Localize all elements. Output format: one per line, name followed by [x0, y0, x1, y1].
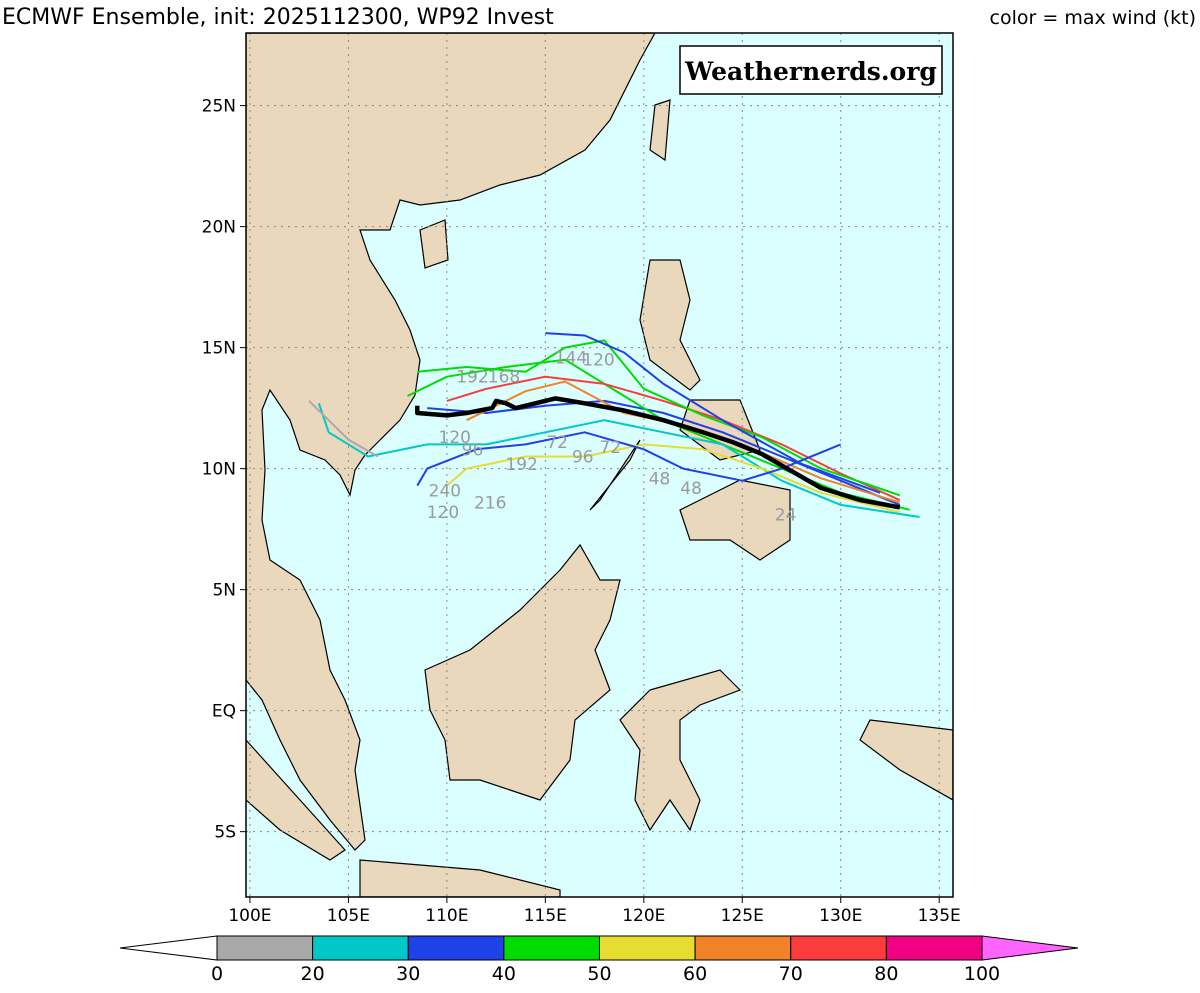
hainan	[419, 219, 449, 269]
lon-tick-label: 100E	[228, 906, 271, 926]
hour-label: 48	[649, 469, 671, 489]
lat-tick-label: 15N	[202, 339, 236, 359]
lon-tick-label: 120E	[622, 906, 665, 926]
colorbar-swatch	[216, 935, 314, 961]
lon-tick-label: 110E	[425, 906, 468, 926]
hour-label: 96	[462, 440, 484, 460]
hour-label: 72	[546, 433, 568, 453]
lat-tick-label: 20N	[202, 218, 236, 238]
member-track	[427, 399, 901, 506]
colorbar-tick-label: 30	[396, 963, 420, 985]
sulawesi	[619, 669, 742, 832]
colorbar-tick-label: 70	[779, 963, 803, 985]
tracks	[308, 332, 920, 518]
colorbar: 0 20 30 40 50 60 70 80 100	[119, 935, 1079, 985]
colorbar-swatch	[790, 935, 887, 961]
colorbar-tick-label: 50	[587, 963, 611, 985]
member-track	[317, 402, 920, 518]
new-guinea	[859, 719, 953, 801]
colorbar-under	[119, 935, 218, 961]
watermark: Weathernerds.org	[684, 57, 937, 86]
java	[359, 859, 561, 897]
watermark-box	[679, 45, 943, 95]
colorbar-tick-label: 80	[874, 963, 898, 985]
hour-label: 216	[474, 494, 506, 514]
member-track	[416, 431, 842, 487]
colorbar-swatch	[312, 935, 409, 961]
hour-label: 120	[439, 428, 471, 448]
hour-label: 144	[555, 348, 587, 368]
colorbar-tick-label: 20	[301, 963, 325, 985]
colorbar-tick-label: 100	[964, 963, 1000, 985]
member-track	[446, 443, 901, 514]
lon-tick-label: 130E	[819, 906, 862, 926]
colorbar-swatch	[885, 935, 983, 961]
colorbar-swatch	[407, 935, 505, 961]
hour-label: 192	[505, 455, 537, 475]
sumatra	[246, 739, 346, 861]
legend-note: color = max wind (kt)	[990, 7, 1196, 29]
hour-label: 72	[600, 438, 622, 458]
map-frame	[245, 32, 954, 898]
colorbar-swatch	[599, 935, 696, 961]
borneo	[424, 543, 621, 801]
colorbar-tick-label: 60	[683, 963, 707, 985]
lat-tick-label: 25N	[202, 97, 236, 117]
mean-track	[415, 396, 901, 510]
hour-label: 120	[582, 351, 614, 371]
member-track	[308, 400, 379, 458]
lat-tick-label: EQ	[212, 702, 236, 722]
lon-tick-label: 135E	[918, 906, 961, 926]
lon-tick-label: 105E	[327, 906, 370, 926]
mindanao	[679, 479, 791, 561]
hour-label: 168	[488, 368, 520, 388]
colorbar-swatch	[503, 935, 600, 961]
lat-tick-label: 5S	[214, 823, 236, 843]
palawan	[589, 439, 641, 511]
hour-label: 120	[427, 503, 459, 523]
hour-label: 240	[429, 481, 461, 501]
member-track	[545, 332, 881, 494]
member-track	[417, 339, 901, 497]
colorbar-tick-label: 40	[492, 963, 516, 985]
hour-label: 48	[680, 479, 702, 499]
member-track	[446, 375, 901, 502]
title: ECMWF Ensemble, init: 2025112300, WP92 I…	[2, 5, 554, 30]
lon-tick-label: 115E	[524, 906, 567, 926]
hour-label: 192	[456, 368, 488, 388]
colorbar-over	[981, 935, 1079, 961]
lon-tick-label: 125E	[721, 906, 764, 926]
lat-tick-label: 10N	[202, 460, 236, 480]
lat-tick-label: 5N	[212, 581, 236, 601]
colorbar-swatch	[694, 935, 792, 961]
colorbar-tick-label: 0	[211, 963, 223, 985]
graticule	[240, 33, 953, 903]
hour-label: 24	[775, 506, 797, 526]
taiwan	[649, 99, 671, 162]
hour-label: 96	[572, 448, 594, 468]
luzon	[639, 259, 701, 391]
